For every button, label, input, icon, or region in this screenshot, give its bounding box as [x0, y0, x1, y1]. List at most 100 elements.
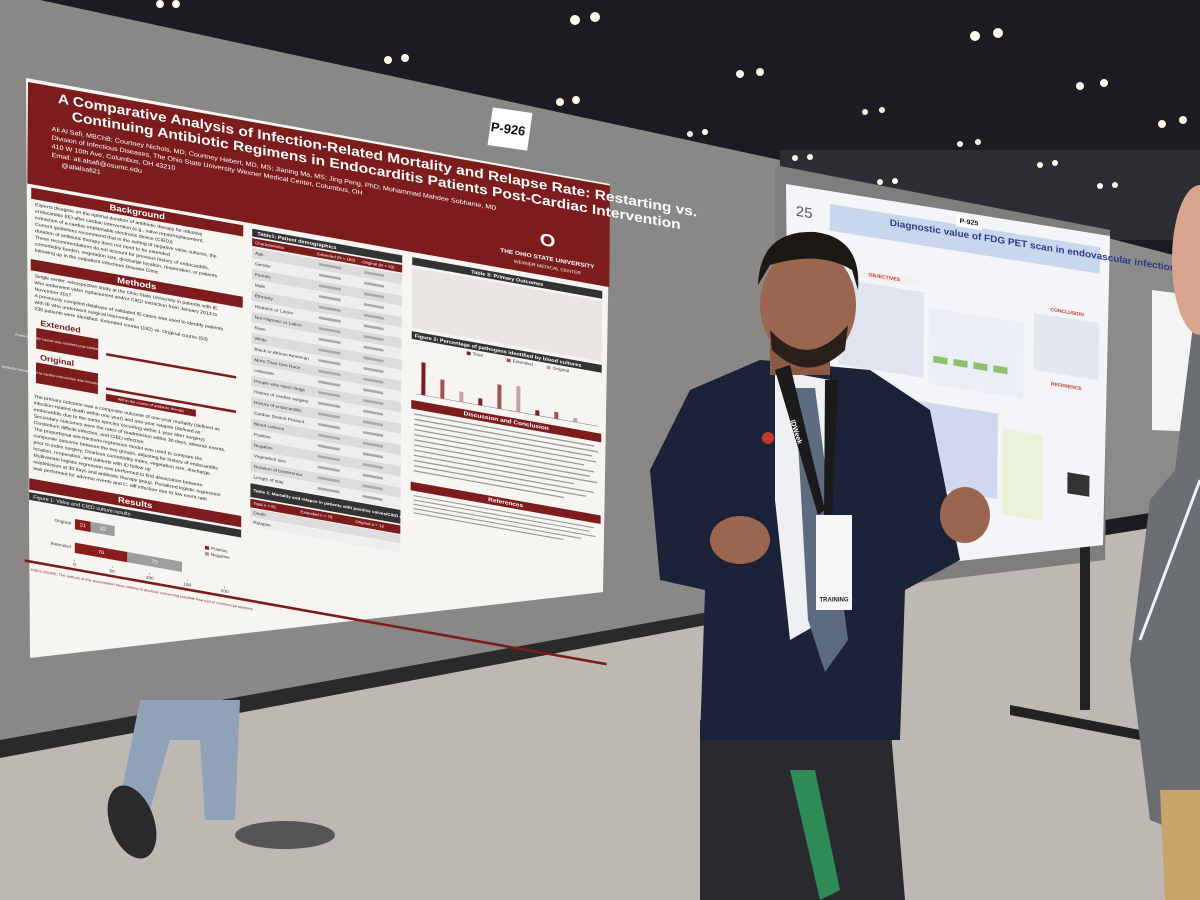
legend-swatch — [546, 365, 551, 370]
table-cell — [319, 262, 342, 270]
table-cell — [318, 369, 341, 377]
section-header — [29, 478, 242, 528]
board-foot — [1010, 705, 1140, 740]
badge-text: TRAINING — [820, 598, 849, 604]
legend-label: Original — [553, 366, 570, 374]
table-row-label: Blood cultures — [254, 421, 285, 431]
table-cell — [363, 356, 384, 363]
poster-number-tag — [487, 107, 533, 151]
bar-segment — [90, 521, 115, 537]
poster-2-section: OBJECTIVES — [868, 272, 900, 283]
table-row-label: Unknown — [254, 368, 274, 376]
legend-swatch — [204, 545, 209, 550]
table-row-label: Ethnicity — [255, 293, 274, 301]
body-text-lines — [413, 413, 599, 499]
badge — [816, 515, 852, 610]
legend-swatch — [466, 351, 471, 356]
poster-2-number: 25 — [796, 204, 813, 222]
table-cell — [317, 465, 340, 473]
bar-segment — [127, 551, 183, 573]
text-block — [1001, 428, 1043, 521]
table-cell — [317, 422, 340, 430]
presenter-beard — [770, 325, 848, 368]
figure-bar — [459, 391, 464, 403]
figure-bar — [478, 398, 483, 406]
table-column: Extended n = 79 — [300, 509, 333, 519]
figure-title-band — [29, 492, 242, 538]
figure-bar — [535, 409, 540, 416]
footer-rule — [24, 559, 607, 666]
table-row-label: Gender — [255, 261, 272, 269]
shoe — [107, 785, 157, 859]
visitor-trousers — [1160, 790, 1200, 900]
table-cell — [318, 305, 341, 313]
table-cell — [318, 284, 341, 291]
x-tick-label: 50 — [110, 568, 116, 574]
timeline-arrow — [105, 387, 236, 414]
table-cell — [363, 292, 384, 299]
legend-label: Negative — [211, 552, 230, 560]
timeline-arrow — [106, 352, 237, 379]
table-cell — [362, 484, 383, 491]
table-row-label: White — [254, 336, 267, 343]
legend-label: Total — [473, 351, 483, 357]
flowchart-boxes — [933, 355, 1008, 375]
poster-2-tag — [955, 214, 983, 231]
visitor-head — [1172, 185, 1200, 335]
table-row-label: Race — [255, 325, 267, 332]
table-row-label: Female — [255, 272, 272, 280]
group-box — [36, 328, 99, 360]
table-cell — [362, 473, 383, 480]
table-column: Original n = 12 — [355, 519, 384, 529]
presenter-hand — [710, 516, 770, 564]
table-cell — [362, 462, 383, 470]
table-cell — [363, 345, 384, 352]
table-row — [250, 508, 401, 544]
section-header — [411, 399, 602, 443]
table-row-label: Negative — [254, 443, 273, 451]
legend-swatch — [506, 358, 511, 363]
table-title-band — [250, 483, 401, 524]
table-cell — [317, 433, 340, 441]
osu-logo: O — [540, 229, 556, 251]
data-label: 70 — [98, 549, 104, 556]
table-cell — [319, 273, 342, 281]
legend-label: Extended — [513, 359, 534, 367]
table-cell — [318, 348, 341, 355]
table-header — [252, 238, 403, 273]
group-box — [35, 362, 99, 395]
figure-bar — [497, 384, 502, 410]
table-cell — [362, 441, 383, 448]
table-cell — [363, 313, 384, 320]
x-tick-label: 100 — [146, 575, 155, 581]
figure-bar — [440, 379, 445, 399]
x-tick-label: 200 — [221, 588, 230, 594]
table-cell — [363, 302, 384, 310]
walking-person-legs — [120, 700, 240, 820]
table-cell — [317, 476, 340, 483]
table-cell — [318, 401, 341, 409]
table-cell — [317, 444, 340, 451]
flowchart — [928, 307, 1024, 399]
table-cell — [318, 337, 341, 345]
lanyard — [824, 380, 838, 520]
bar-segment — [74, 542, 128, 563]
table-column: Total n = 91 — [253, 501, 277, 510]
table-rows: Age Gender Female Male Ethnicity Hispanic or … — [250, 247, 403, 509]
figure-bar — [573, 417, 578, 423]
table-cell — [363, 366, 384, 374]
backpack-strap — [790, 770, 840, 900]
table-row — [250, 517, 401, 553]
poster-2-section: CONCLUSION — [1050, 307, 1084, 318]
data-label: 32 — [100, 526, 106, 533]
visitor-lanyard — [1138, 479, 1200, 641]
section-header — [31, 187, 244, 237]
poster-2-label: P-925 — [960, 218, 979, 228]
table-cell — [363, 420, 384, 427]
table-cell — [363, 324, 384, 331]
poster-2-section: REFERENCE — [1051, 381, 1083, 392]
title-band — [27, 82, 610, 288]
table-cell — [317, 486, 340, 494]
